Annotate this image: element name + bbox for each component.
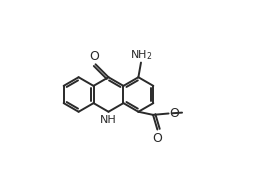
Text: NH: NH — [100, 115, 117, 125]
Text: O: O — [152, 132, 162, 145]
Text: NH$_2$: NH$_2$ — [130, 48, 153, 62]
Text: O: O — [169, 107, 179, 120]
Text: O: O — [90, 50, 99, 63]
